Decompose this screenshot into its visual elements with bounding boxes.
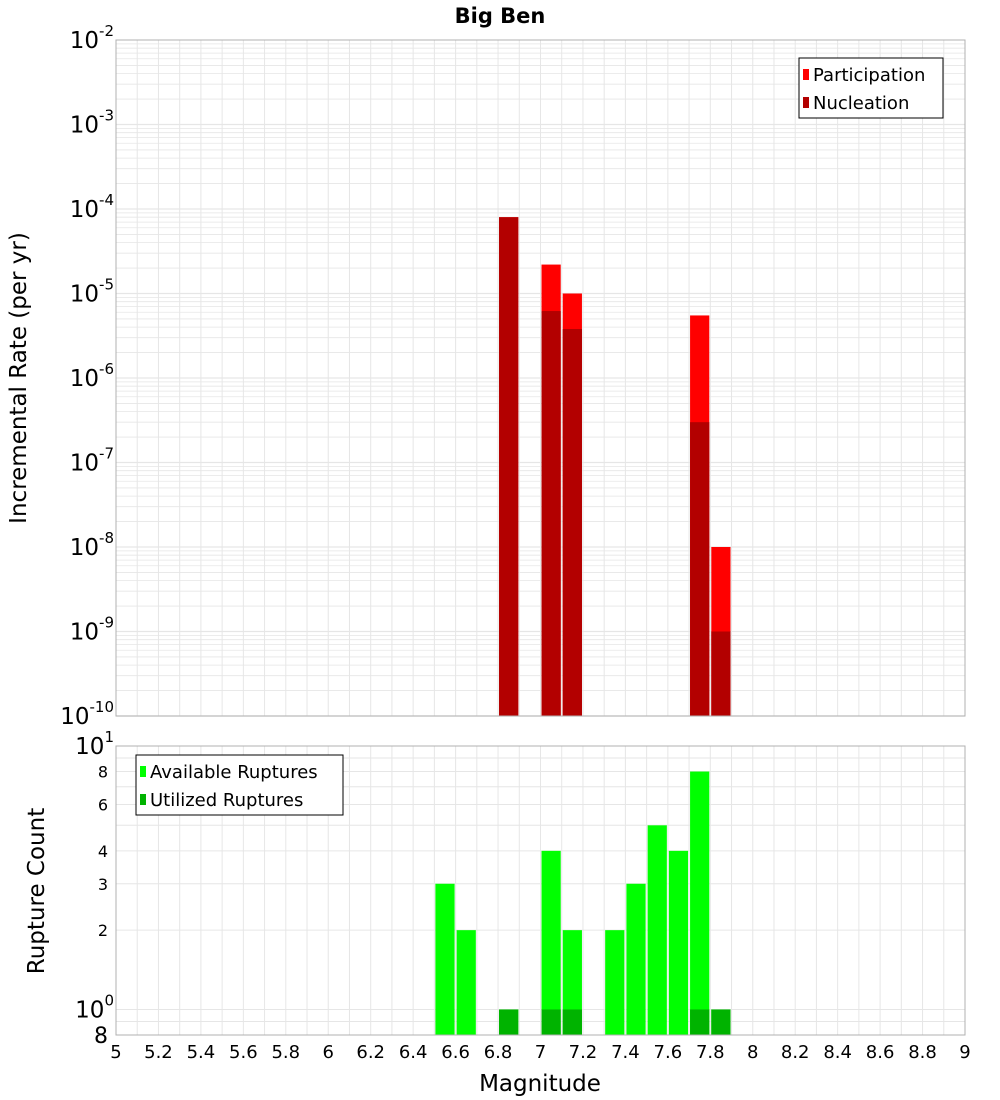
rate-grid bbox=[115, 40, 966, 717]
rate-legend-label: Participation bbox=[813, 65, 925, 86]
nucleation-bar bbox=[499, 217, 519, 716]
utilized-ruptures-bar bbox=[562, 1009, 582, 1035]
rate-y-tick-label: 10-3 bbox=[70, 107, 114, 139]
x-tick-label: 8 bbox=[747, 1042, 758, 1063]
available-ruptures-bar bbox=[626, 883, 646, 1035]
count-legend-label: Available Ruptures bbox=[150, 762, 318, 783]
nucleation-bar bbox=[690, 422, 710, 716]
rate-y-tick-label: 10-5 bbox=[70, 276, 114, 308]
rate-y-tick-label: 10-9 bbox=[70, 614, 114, 646]
count-y-tick-label: 101 bbox=[75, 728, 114, 760]
rate-y-tick-label: 10-8 bbox=[70, 529, 114, 561]
rate-y-tick-label: 10-10 bbox=[60, 698, 114, 730]
rate-legend: Participation Nucleation bbox=[798, 57, 944, 119]
x-tick-label: 5.2 bbox=[144, 1042, 173, 1063]
available-ruptures-bar bbox=[562, 930, 582, 1035]
available-ruptures-bar bbox=[456, 930, 476, 1035]
x-tick-label: 6.8 bbox=[484, 1042, 513, 1063]
utilized-ruptures-bar bbox=[499, 1009, 519, 1035]
available-ruptures-bar bbox=[435, 883, 455, 1035]
rate-legend-box bbox=[798, 57, 944, 119]
count-y-tick-label: 100 bbox=[75, 991, 114, 1023]
x-tick-label: 7.4 bbox=[611, 1042, 640, 1063]
available-ruptures-bar bbox=[690, 771, 710, 1035]
x-tick-label: 8.4 bbox=[823, 1042, 852, 1063]
count-legend: Available Ruptures Utilized Ruptures bbox=[135, 754, 344, 816]
x-tick-label: 7 bbox=[535, 1042, 546, 1063]
x-tick-label: 8.8 bbox=[908, 1042, 937, 1063]
x-tick-label: 6 bbox=[323, 1042, 334, 1063]
rate-bars bbox=[499, 217, 731, 716]
x-tick-label: 5.8 bbox=[271, 1042, 300, 1063]
x-tick-label: 7.6 bbox=[654, 1042, 683, 1063]
available-ruptures-bar bbox=[647, 825, 667, 1035]
count-y-tick-label: 3 bbox=[98, 875, 108, 894]
utilized-ruptures-bar bbox=[690, 1009, 710, 1035]
count-bars bbox=[435, 771, 731, 1035]
rate-y-tick-label: 10-6 bbox=[70, 360, 114, 392]
x-tick-labels: 5 5.2 5.4 5.6 5.8 6 6.2 6.4 6.6 6.8 7 7.2 7.4 7.6 7.8 8… bbox=[110, 1042, 970, 1063]
count-legend-swatch bbox=[140, 794, 146, 805]
rate-panel: 10-2 10-3 10-4 10-5 10-6 10-7 10-8 10-9 10-10 In… bbox=[6, 22, 966, 730]
available-ruptures-bar bbox=[541, 850, 561, 1035]
count-legend-swatch bbox=[140, 766, 146, 777]
x-tick-label: 5.4 bbox=[187, 1042, 216, 1063]
rate-y-tick-label: 10-4 bbox=[70, 191, 114, 223]
x-tick-label: 7.2 bbox=[569, 1042, 598, 1063]
rate-y-ticks: 10-2 10-3 10-4 10-5 10-6 10-7 10-8 10-9 10-10 bbox=[60, 22, 114, 730]
count-plot-frame bbox=[115, 745, 966, 1036]
count-legend-label: Utilized Ruptures bbox=[150, 790, 303, 811]
count-y-axis-label: Rupture Count bbox=[24, 808, 50, 974]
x-tick-label: 6.6 bbox=[441, 1042, 470, 1063]
count-legend-box bbox=[135, 754, 344, 816]
count-y-tick-label: 8 bbox=[98, 763, 108, 782]
x-tick-label: 5.6 bbox=[229, 1042, 258, 1063]
nucleation-bar bbox=[711, 631, 731, 716]
x-tick-label: 9 bbox=[959, 1042, 970, 1063]
available-ruptures-bar bbox=[668, 850, 689, 1035]
chart-title: Big Ben bbox=[455, 4, 546, 28]
x-tick-label: 8.2 bbox=[781, 1042, 810, 1063]
count-y-tick-label: 6 bbox=[98, 795, 108, 814]
rate-y-tick-label: 10-7 bbox=[70, 445, 114, 477]
rate-legend-swatch bbox=[803, 97, 809, 108]
x-tick-label: 6.4 bbox=[399, 1042, 428, 1063]
rate-legend-label: Nucleation bbox=[813, 93, 909, 114]
nucleation-bar bbox=[562, 329, 582, 716]
x-tick-label: 5 bbox=[110, 1042, 121, 1063]
utilized-ruptures-bar bbox=[541, 1009, 561, 1035]
x-tick-label: 7.8 bbox=[696, 1042, 725, 1063]
count-y-tick-label: 2 bbox=[98, 921, 108, 940]
x-axis-label: Magnitude bbox=[479, 1071, 601, 1097]
available-ruptures-bar bbox=[605, 930, 625, 1035]
x-tick-label: 6.2 bbox=[356, 1042, 385, 1063]
rate-y-axis-label: Incremental Rate (per yr) bbox=[6, 232, 32, 524]
x-tick-label: 8.6 bbox=[866, 1042, 895, 1063]
nucleation-bar bbox=[541, 311, 561, 716]
count-y-tick-label: 4 bbox=[98, 842, 108, 861]
rate-y-tick-label: 10-2 bbox=[70, 22, 114, 54]
count-y-tick-label: 8 bbox=[94, 1024, 108, 1049]
rate-legend-swatch bbox=[803, 69, 809, 80]
utilized-ruptures-bar bbox=[711, 1009, 731, 1035]
rate-plot-frame bbox=[115, 39, 966, 717]
